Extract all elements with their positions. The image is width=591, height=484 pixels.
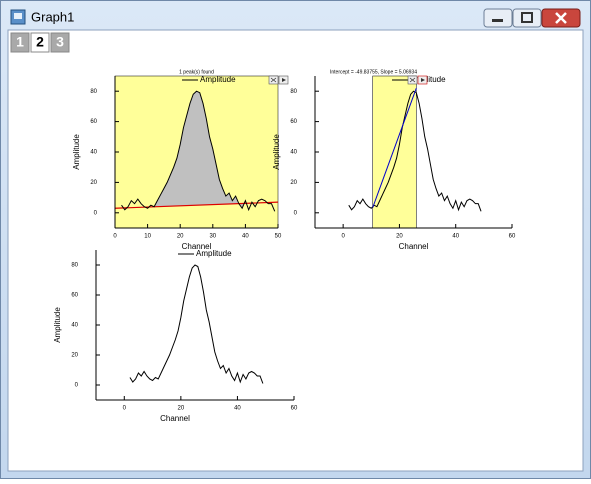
x-tick-label: 10 [144, 234, 151, 240]
y-axis-label: Amplitude [272, 134, 281, 170]
tab[interactable] [10, 32, 30, 53]
gadget-menu-icon [282, 78, 286, 82]
x-tick-label: 0 [113, 234, 117, 240]
x-tick-label: 20 [178, 406, 185, 412]
data-line [121, 90, 276, 212]
x-axis-label: Channel [399, 242, 429, 251]
y-tick-label: 20 [290, 180, 297, 186]
y-tick-label: 80 [290, 89, 297, 95]
x-tick-label: 60 [509, 234, 516, 240]
x-tick-label: 30 [209, 234, 216, 240]
annotation: Intercept = -49.83755, Slope = 5.06934 [330, 69, 417, 75]
tab-label: 1 [16, 34, 24, 50]
y-axis-label: Amplitude [53, 307, 62, 343]
x-tick-label: 50 [275, 234, 282, 240]
minimize-button[interactable] [483, 8, 513, 28]
maximize-button[interactable] [512, 8, 542, 28]
x-tick-label: 20 [177, 234, 184, 240]
x-tick-label: 40 [452, 234, 459, 240]
legend-label: Amplitude [410, 75, 446, 84]
y-tick-label: 0 [294, 210, 298, 216]
legend-label: Amplitude [196, 249, 232, 258]
y-tick-label: 0 [94, 210, 98, 216]
y-tick-label: 80 [90, 89, 97, 95]
x-axis-label: Channel [182, 242, 212, 251]
gadget-menu-icon [421, 78, 425, 82]
y-tick-label: 0 [75, 383, 79, 389]
gadget-close-icon [270, 77, 277, 83]
close-icon [555, 12, 567, 24]
tab-label: 3 [56, 34, 64, 50]
annotation: 1 peak(s) found [179, 69, 214, 75]
tab[interactable] [30, 32, 50, 53]
y-tick-label: 60 [90, 119, 97, 125]
y-tick-label: 40 [90, 150, 97, 156]
legend-label: Amplitude [200, 75, 236, 84]
graph-canvas [7, 29, 584, 472]
y-axis-label: Amplitude [72, 134, 81, 170]
window-title: Graph1 [31, 9, 74, 24]
y-tick-label: 60 [290, 119, 297, 125]
x-tick-label: 0 [123, 406, 127, 412]
highlight-region [372, 75, 417, 229]
x-axis-label: Channel [160, 414, 190, 423]
y-tick-label: 60 [71, 293, 78, 299]
gadget-close-icon [409, 77, 416, 83]
x-tick-label: 0 [341, 234, 345, 240]
y-tick-label: 80 [71, 263, 78, 269]
x-tick-label: 40 [242, 234, 249, 240]
x-tick-label: 20 [396, 234, 403, 240]
baseline [114, 201, 279, 209]
x-tick-label: 40 [234, 406, 241, 412]
maximize-icon [521, 12, 533, 23]
peak-area [154, 91, 246, 209]
y-tick-label: 20 [90, 180, 97, 186]
fit-line [372, 87, 417, 208]
y-tick-label: 40 [290, 150, 297, 156]
tab-label: 2 [36, 34, 44, 50]
y-tick-label: 20 [71, 353, 78, 359]
window-icon-inner [14, 13, 22, 19]
tab[interactable] [50, 32, 70, 53]
minimize-icon [492, 19, 503, 22]
data-line [129, 264, 264, 384]
y-tick-label: 40 [71, 323, 78, 329]
x-tick-label: 60 [291, 406, 298, 412]
